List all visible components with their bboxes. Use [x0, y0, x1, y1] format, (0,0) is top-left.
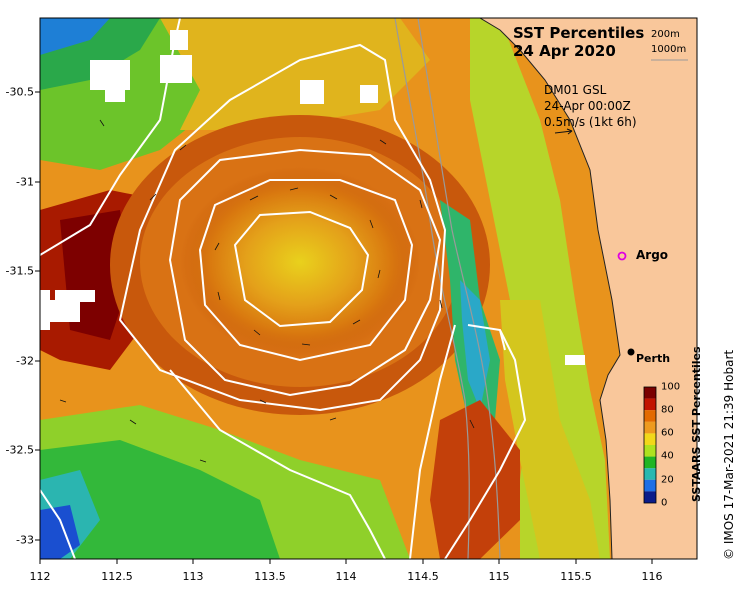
map-date: 24 Apr 2020	[513, 42, 616, 60]
x-tick-label: 114	[335, 570, 357, 583]
vector-model-label: DM01 GSL	[544, 83, 607, 97]
vector-scale-arrow	[554, 128, 573, 135]
isobath-legend-200m: 200m	[651, 29, 680, 40]
eddy-contours	[40, 18, 527, 559]
colorbar-tick: 0	[661, 497, 668, 509]
axis-ticks	[35, 91, 653, 564]
argo-float-marker	[617, 251, 627, 261]
colorbar-tick: 80	[661, 404, 674, 416]
colorbar-title: SSTAARS SST Percentiles	[690, 346, 703, 503]
x-tick-label: 115.5	[560, 570, 592, 583]
land-western-australia	[479, 18, 697, 559]
x-tick-label: 113.5	[254, 570, 286, 583]
perth-marker	[627, 348, 635, 356]
imos-credit: © IMOS 17-Mar-2021 21:39 Hobart	[722, 349, 736, 560]
isobath-legend-1000m: 1000m	[651, 44, 687, 55]
vector-scale-label: 0.5m/s (1kt 6h)	[544, 115, 637, 129]
perth-label: Perth	[636, 352, 671, 365]
colorbar-tick: 20	[661, 474, 674, 486]
colorbar	[643, 386, 657, 504]
colorbar-tick: 100	[661, 381, 681, 393]
current-vector-field	[59, 119, 475, 463]
no-data-patches	[40, 30, 585, 365]
y-tick-label: -32	[16, 354, 34, 368]
x-tick-label: 112	[29, 570, 51, 583]
isobath-lines	[394, 18, 501, 559]
x-tick-label: 115	[488, 570, 510, 583]
map-title: SST Percentiles	[513, 24, 645, 42]
colorbar-tick: 60	[661, 427, 674, 439]
y-tick-label: -33	[16, 533, 34, 547]
y-tick-label: -31.5	[5, 264, 34, 278]
argo-label: Argo	[636, 248, 669, 262]
x-tick-label: 113	[182, 570, 204, 583]
vector-time-label: 24-Apr 00:00Z	[544, 99, 631, 113]
y-tick-label: -32.5	[5, 443, 34, 457]
x-tick-label: 114.5	[407, 570, 439, 583]
y-tick-label: -30.5	[5, 85, 34, 99]
eddy-core	[180, 167, 420, 357]
x-tick-label: 116	[641, 570, 663, 583]
plot-frame	[39, 17, 698, 560]
x-tick-label: 112.5	[101, 570, 133, 583]
y-tick-label: -31	[16, 175, 34, 189]
colorbar-tick: 40	[661, 450, 674, 462]
